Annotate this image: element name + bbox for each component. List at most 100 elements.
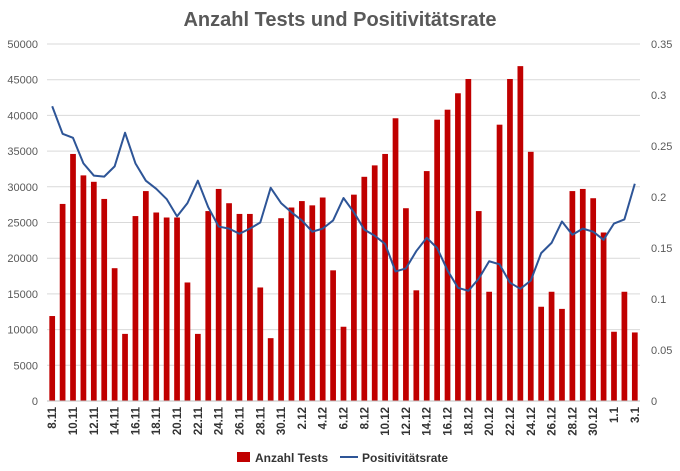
x-tick-label: 26.12	[547, 407, 559, 436]
bar	[101, 198, 108, 401]
y-tick-label: 25000	[7, 218, 38, 230]
bar	[70, 153, 76, 401]
y-tick-label: 30000	[7, 182, 38, 194]
x-tick-label: 24.12	[526, 407, 538, 436]
x-tick-label: 28.11	[255, 406, 267, 435]
bar	[600, 232, 607, 401]
x-tick-label: 4.12	[318, 407, 330, 429]
y2-tick-label: 0.05	[651, 345, 672, 357]
y-tick-label: 5000	[14, 360, 38, 372]
bar	[496, 124, 503, 401]
bar	[403, 208, 409, 401]
y2-tick-label: 0.1	[651, 294, 666, 306]
bar	[174, 217, 180, 401]
bar	[548, 291, 555, 401]
bar	[340, 326, 347, 401]
bar	[309, 205, 316, 401]
legend-swatch-tests	[237, 452, 250, 462]
x-tick-label: 30.12	[588, 407, 600, 436]
bar	[90, 181, 97, 401]
x-tick-label: 10.12	[380, 407, 392, 436]
bar	[631, 332, 638, 401]
line-series-rate	[51, 105, 636, 292]
y2-tick-label: 0.35	[651, 39, 672, 51]
x-axis: 8.11 10.11 12.11 14.11 16.11 18.11 20.11 22.11 2…	[47, 400, 642, 436]
y-tick-label: 35000	[7, 146, 38, 158]
y-tick-label: 40000	[7, 110, 38, 122]
bar	[153, 212, 160, 401]
bar	[382, 153, 388, 401]
x-tick-label: 30.11	[276, 406, 288, 435]
bar	[330, 270, 336, 401]
y-tick-label: 15000	[7, 289, 38, 301]
bar	[226, 203, 232, 401]
bar	[413, 290, 420, 401]
bar	[299, 201, 305, 401]
bar	[132, 216, 139, 401]
bar	[80, 175, 87, 401]
legend-label-rate: Positivitätsrate	[362, 451, 448, 465]
bar	[205, 211, 212, 401]
x-tick-label: 14.11	[110, 406, 122, 435]
bar	[371, 165, 378, 401]
y2-tick-label: 0.3	[651, 90, 666, 102]
bar	[527, 151, 534, 401]
bar	[215, 188, 222, 401]
y-tick-label: 20000	[7, 253, 38, 265]
bar	[611, 331, 617, 401]
bar	[59, 203, 66, 401]
bar	[434, 119, 440, 402]
x-tick-label: 3.1	[630, 406, 642, 423]
bar	[194, 333, 201, 401]
x-tick-label: 28.12	[567, 407, 579, 436]
y-tick-label: 45000	[7, 75, 38, 87]
bar	[142, 191, 149, 401]
x-tick-label: 14.12	[422, 407, 434, 436]
x-tick-label: 12.11	[89, 406, 101, 435]
legend-label-tests: Anzahl Tests	[255, 451, 328, 465]
bar	[351, 194, 357, 401]
chart-title: Anzahl Tests und Positivitätsrate	[183, 9, 496, 31]
x-tick-label: 6.12	[339, 407, 351, 429]
bar	[465, 78, 472, 402]
rate-line	[51, 105, 636, 292]
x-tick-label: 8.11	[47, 406, 59, 428]
bar	[538, 306, 545, 401]
x-tick-label: 20.11	[172, 406, 184, 435]
bar	[236, 213, 243, 401]
bar	[486, 291, 493, 401]
bar	[569, 191, 576, 401]
y-tick-label: 0	[32, 396, 38, 408]
x-tick-label: 8.12	[359, 407, 371, 429]
bar	[517, 66, 524, 401]
bar	[257, 287, 264, 401]
y2-tick-label: 0	[651, 396, 657, 408]
bar	[590, 198, 597, 401]
bar-series-tests	[49, 66, 638, 402]
bar	[184, 282, 191, 401]
x-tick-label: 12.12	[401, 407, 413, 436]
x-tick-label: 16.11	[130, 406, 142, 435]
x-tick-label: 18.12	[463, 407, 475, 436]
y2-tick-label: 0.15	[651, 243, 672, 255]
x-tick-label: 16.12	[443, 407, 455, 436]
x-tick-label: 22.11	[193, 406, 205, 435]
bar	[278, 218, 284, 401]
bar	[361, 176, 368, 401]
x-tick-label: 18.11	[151, 406, 163, 435]
y-tick-label: 10000	[7, 325, 38, 337]
right-axis: 0 0.05 0.1 0.15 0.2 0.25 0.3 0.35	[651, 39, 672, 408]
bar	[559, 308, 565, 401]
bar	[111, 268, 118, 401]
bar	[49, 316, 56, 401]
bar	[423, 171, 430, 401]
bar	[444, 109, 451, 402]
bar	[122, 333, 128, 401]
bar	[455, 93, 461, 402]
bar	[392, 118, 399, 402]
x-tick-label: 10.11	[68, 406, 80, 435]
bar	[475, 211, 482, 401]
x-tick-label: 1.1	[609, 406, 621, 423]
